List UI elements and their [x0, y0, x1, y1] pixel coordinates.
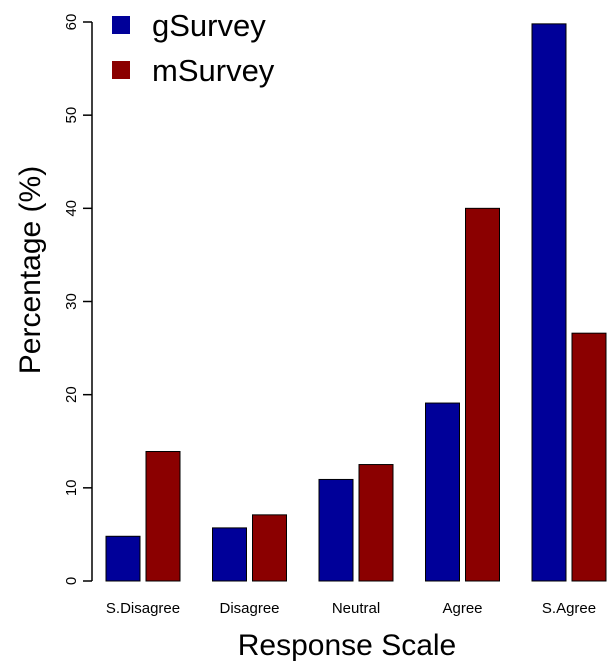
legend-label-gSurvey: gSurvey: [152, 8, 266, 43]
bars: [105, 23, 607, 582]
legend-swatch-mSurvey: [112, 61, 130, 79]
y-tick-label: 20: [63, 386, 80, 403]
x-tick-label: S.Agree: [542, 600, 596, 617]
x-tick-label: Agree: [442, 600, 482, 617]
x-tick-label: S.Disagree: [106, 600, 180, 617]
y-tick-label: 40: [63, 200, 80, 217]
y-tick-label: 30: [63, 293, 80, 310]
bar-mSurvey-S.Agree: [571, 332, 607, 582]
y-tick-label: 60: [63, 14, 80, 31]
bar-mSurvey-S.Disagree: [145, 450, 181, 582]
y-tick-label: 10: [63, 479, 80, 496]
x-tick-label: Disagree: [219, 600, 279, 617]
bar-gSurvey-Disagree: [212, 527, 247, 582]
x-axis-title: Response Scale: [238, 629, 456, 662]
legend-label-mSurvey: mSurvey: [152, 53, 275, 88]
x-tick-label: Neutral: [332, 600, 380, 617]
y-axis-title: Percentage (%): [14, 166, 47, 374]
bar-mSurvey-Neutral: [358, 464, 394, 582]
bar-gSurvey-Neutral: [318, 478, 354, 582]
bar-gSurvey-S.Disagree: [105, 535, 141, 582]
bar-mSurvey-Disagree: [252, 514, 287, 582]
bar-gSurvey-Agree: [425, 402, 460, 582]
bar-mSurvey-Agree: [465, 207, 500, 582]
bar-gSurvey-S.Agree: [531, 23, 567, 582]
y-axis: 0 10 20 30 40 50 60: [63, 14, 93, 585]
y-tick-label: 0: [63, 577, 80, 585]
y-tick-label: 50: [63, 107, 80, 124]
legend: gSurvey mSurvey: [112, 8, 275, 88]
x-axis-labels: S.Disagree Disagree Neutral Agree S.Agree: [106, 600, 596, 617]
legend-swatch-gSurvey: [112, 16, 130, 34]
